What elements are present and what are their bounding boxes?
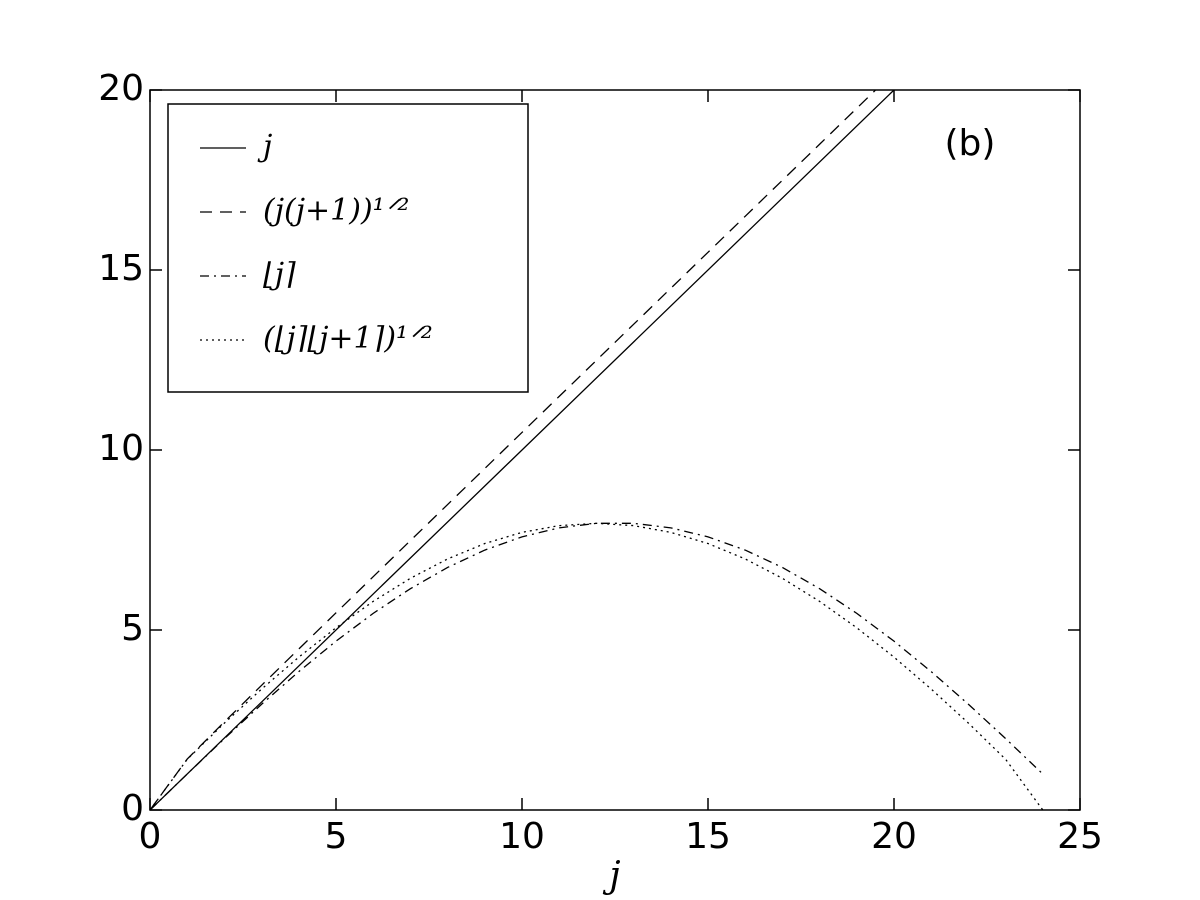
- y-tick-label: 10: [98, 428, 144, 469]
- plot-lines: [150, 90, 1044, 810]
- y-tick-label: 5: [121, 608, 144, 649]
- x-tick-label: 20: [871, 816, 917, 857]
- y-tick-label: 20: [98, 68, 144, 109]
- legend-box: [167, 103, 529, 393]
- series-line: [150, 522, 1044, 810]
- x-tick-label: 25: [1057, 816, 1103, 857]
- x-tick-label: 5: [325, 816, 348, 857]
- series-line: [150, 522, 1044, 810]
- series-line: [150, 90, 895, 810]
- y-tick-label: 15: [98, 248, 144, 289]
- x-tick-label: 0: [139, 816, 162, 857]
- y-tick-label: 0: [121, 788, 144, 829]
- annotation: (b): [945, 123, 996, 164]
- x-tick-label: 10: [499, 816, 545, 857]
- legend-label: (j(j+1))¹ᐟ²: [263, 193, 409, 228]
- legend-label: (⌊j⌉⌊j+1⌉)¹ᐟ²: [263, 321, 433, 356]
- legend-label: ⌊j⌉: [263, 257, 296, 292]
- series-line: [150, 90, 876, 810]
- x-tick-label: 15: [685, 816, 731, 857]
- x-axis-label: j: [602, 855, 620, 896]
